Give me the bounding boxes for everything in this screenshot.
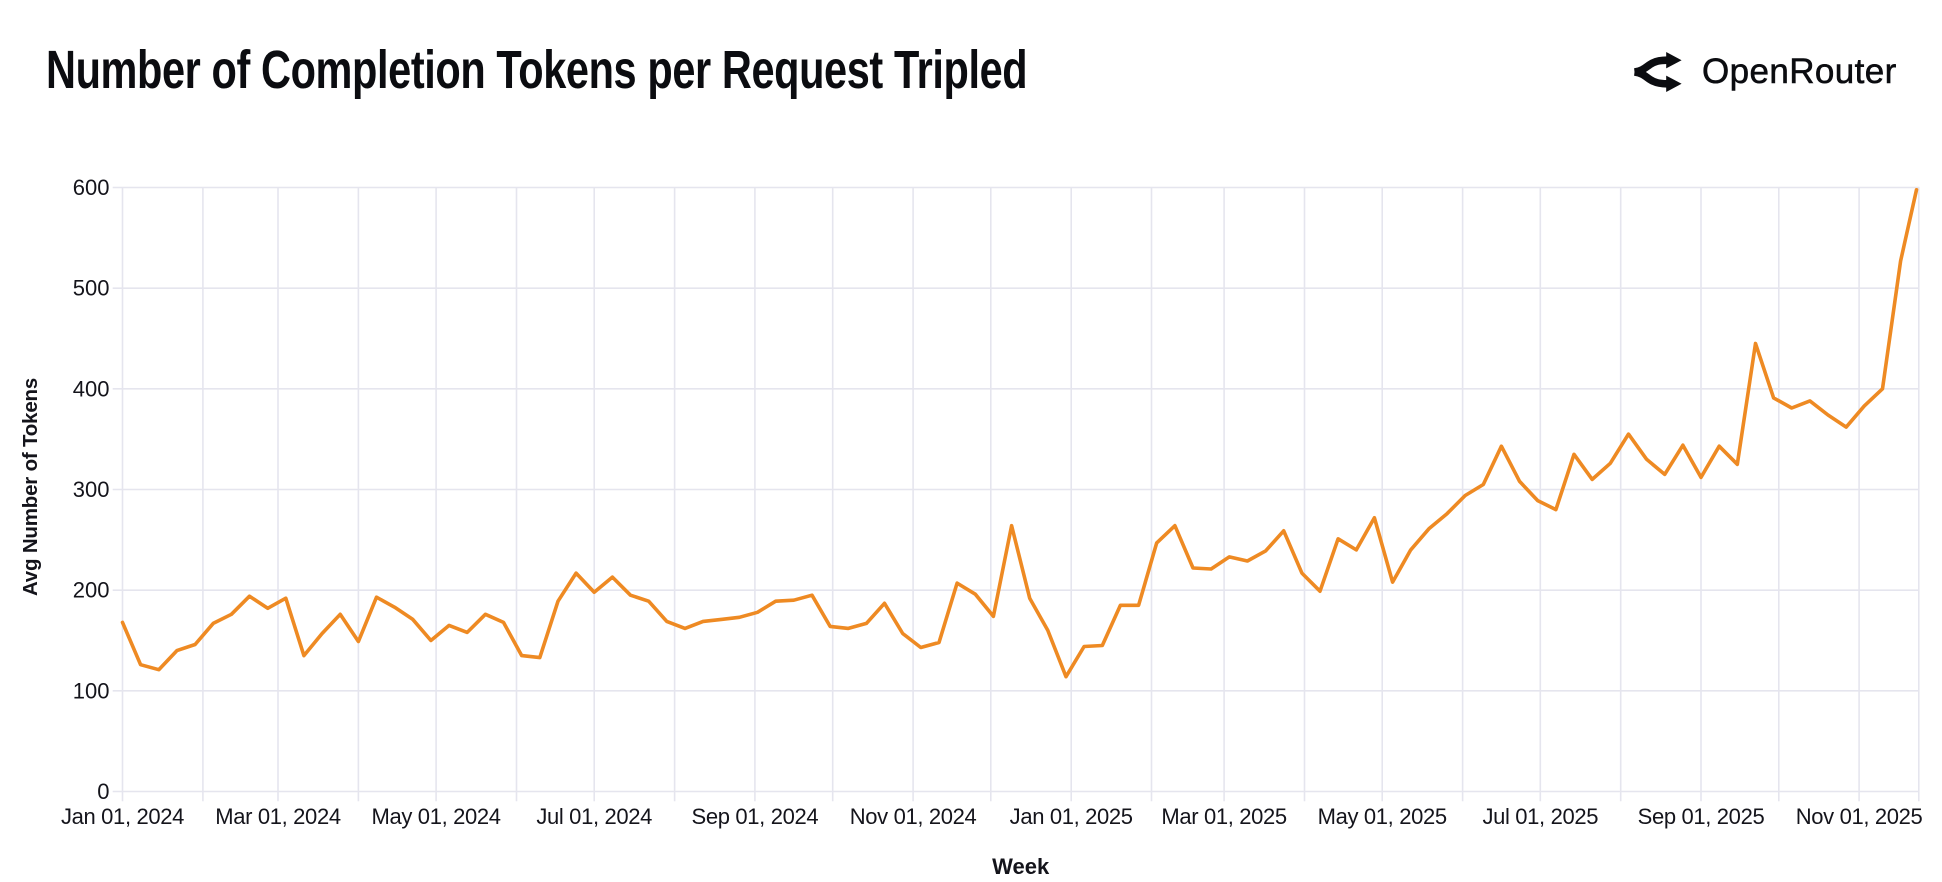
svg-text:Sep 01, 2024: Sep 01, 2024	[692, 804, 819, 829]
svg-text:Week: Week	[992, 854, 1050, 879]
svg-text:Mar 01, 2025: Mar 01, 2025	[1161, 804, 1287, 829]
svg-text:Nov 01, 2025: Nov 01, 2025	[1796, 804, 1923, 829]
svg-text:Avg Number of Tokens: Avg Number of Tokens	[19, 378, 42, 596]
svg-text:500: 500	[73, 276, 110, 301]
svg-text:400: 400	[73, 376, 110, 401]
svg-text:Jul 01, 2025: Jul 01, 2025	[1482, 804, 1598, 829]
svg-text:600: 600	[73, 175, 110, 200]
svg-text:Jan 01, 2024: Jan 01, 2024	[61, 804, 184, 829]
svg-text:300: 300	[73, 477, 110, 502]
svg-text:Jul 01, 2024: Jul 01, 2024	[536, 804, 652, 829]
svg-text:0: 0	[97, 779, 109, 804]
svg-text:Sep 01, 2025: Sep 01, 2025	[1638, 804, 1765, 829]
svg-text:200: 200	[73, 578, 110, 603]
svg-text:Nov 01, 2024: Nov 01, 2024	[850, 804, 977, 829]
svg-text:Mar 01, 2024: Mar 01, 2024	[215, 804, 341, 829]
svg-text:100: 100	[73, 678, 110, 703]
svg-text:May 01, 2025: May 01, 2025	[1318, 804, 1447, 829]
svg-text:May 01, 2024: May 01, 2024	[372, 804, 501, 829]
svg-text:Jan 01, 2025: Jan 01, 2025	[1010, 804, 1133, 829]
